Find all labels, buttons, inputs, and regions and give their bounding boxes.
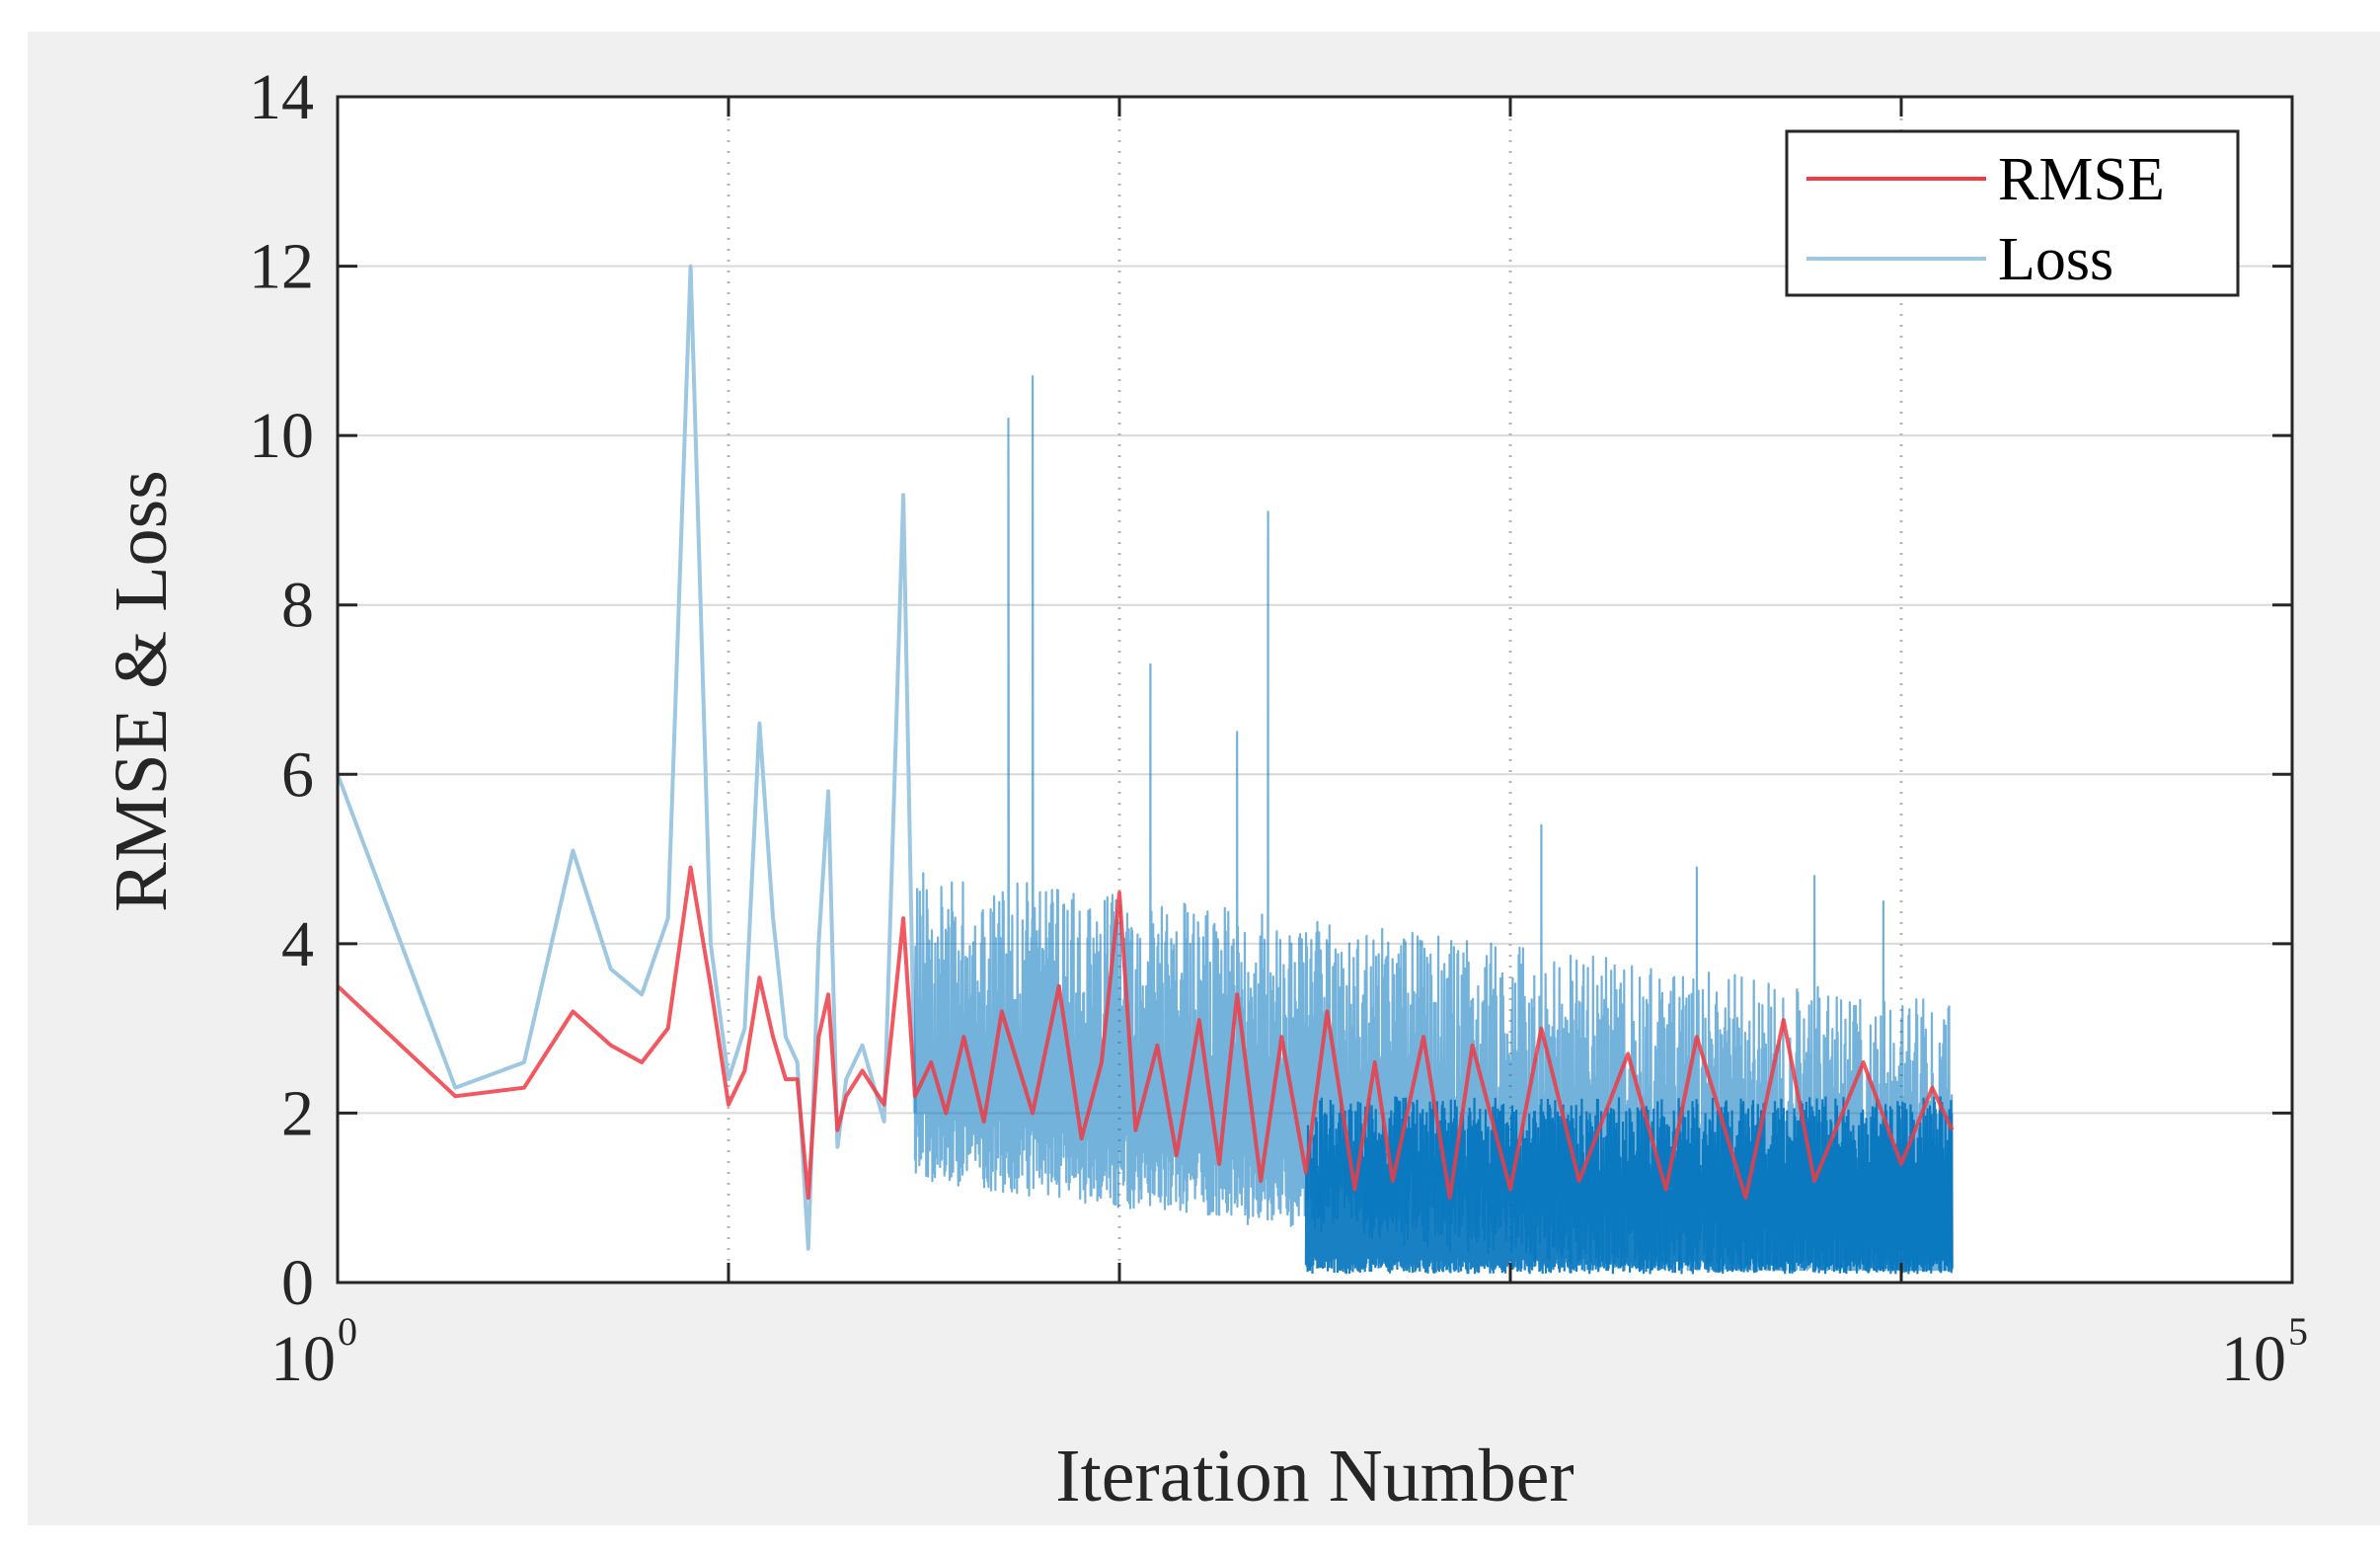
legend-box bbox=[1785, 129, 2240, 297]
x-tick-label-base-min: 10 bbox=[270, 1323, 336, 1395]
y-tick-label: 12 bbox=[249, 231, 314, 303]
x-axis-title: Iteration Number bbox=[1055, 1435, 1574, 1517]
series-line-rmse bbox=[336, 865, 1955, 1201]
legend-label-rmse: RMSE bbox=[1998, 146, 2165, 213]
x-tick-label-exp-min: 0 bbox=[338, 1309, 357, 1354]
axis-ticks: 0 2 4 6 8 10 12 14 bbox=[249, 61, 2292, 1319]
y-tick-label: 10 bbox=[249, 400, 314, 472]
series-line-loss-band bbox=[1304, 1096, 1954, 1275]
axes-box bbox=[336, 95, 2294, 1284]
y-tick-label: 2 bbox=[281, 1077, 314, 1149]
y-tick-label: 0 bbox=[281, 1247, 314, 1319]
y-tick-label: 4 bbox=[281, 908, 314, 980]
y-tick-label: 14 bbox=[249, 61, 314, 133]
series-layer bbox=[336, 264, 1955, 1275]
y-tick-label: 8 bbox=[281, 570, 314, 642]
y-tick-label: 6 bbox=[281, 739, 314, 811]
x-tick-label-exp-max: 5 bbox=[2288, 1309, 2308, 1354]
legend: RMSE Loss bbox=[1785, 129, 2240, 297]
x-tick-label-base-max: 10 bbox=[2221, 1323, 2286, 1395]
series-line-loss-early bbox=[336, 264, 917, 1251]
legend-label-loss: Loss bbox=[1998, 226, 2113, 293]
y-axis-title: RMSE & Loss bbox=[100, 470, 183, 912]
